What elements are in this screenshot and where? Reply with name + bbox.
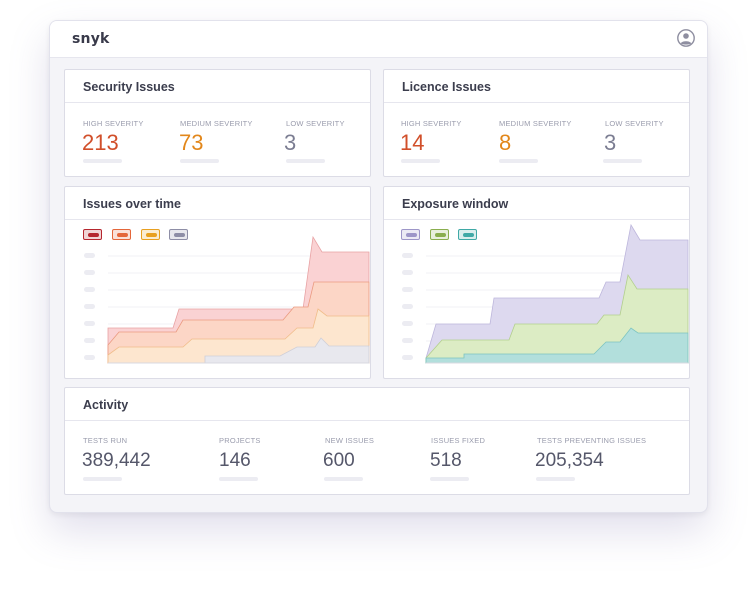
y-axis-tick xyxy=(84,287,95,292)
stat-placeholder-bar xyxy=(401,159,440,163)
high-severity-label: HIGH SEVERITY xyxy=(401,119,462,128)
user-circle-icon[interactable] xyxy=(677,29,695,47)
projects-value[interactable]: 146 xyxy=(219,450,251,471)
stat-placeholder-bar xyxy=(430,477,469,481)
legend-chip[interactable] xyxy=(430,229,449,240)
snyk-logo[interactable]: snyk xyxy=(72,31,110,47)
y-axis-tick xyxy=(84,321,95,326)
y-axis-tick xyxy=(402,287,413,292)
low-severity-value[interactable]: 3 xyxy=(284,130,297,155)
card-header: Activity xyxy=(65,388,689,421)
stat-placeholder-bar xyxy=(180,159,219,163)
legend-chip[interactable] xyxy=(401,229,420,240)
tests-run-label: TESTS RUN xyxy=(83,436,128,445)
medium-severity-value[interactable]: 8 xyxy=(499,130,512,155)
y-axis-tick xyxy=(402,304,413,309)
issues-fixed-label: ISSUES FIXED xyxy=(431,436,486,445)
legend-chip[interactable] xyxy=(83,229,102,240)
legend-chip[interactable] xyxy=(112,229,131,240)
card-header: Licence Issues xyxy=(384,70,689,103)
high-severity-label: HIGH SEVERITY xyxy=(83,119,144,128)
card-title: Exposure window xyxy=(402,197,509,211)
security-issues-card: Security Issues HIGH SEVERITY 213 MEDIUM… xyxy=(64,69,371,177)
card-title: Issues over time xyxy=(83,197,181,211)
stat-placeholder-bar xyxy=(83,159,122,163)
tests-preventing-issues-value[interactable]: 205,354 xyxy=(535,450,604,471)
activity-card: Activity TESTS RUN 389,442 PROJECTS 146 … xyxy=(64,387,690,495)
issues-over-time-card: Issues over time xyxy=(64,186,371,379)
issues-area-chart xyxy=(107,235,370,364)
stat-placeholder-bar xyxy=(499,159,538,163)
area-low xyxy=(425,327,689,364)
y-axis-tick xyxy=(84,253,95,258)
medium-severity-label: MEDIUM SEVERITY xyxy=(499,119,572,128)
low-severity-label: LOW SEVERITY xyxy=(605,119,664,128)
dashboard-window: snyk Security Issues HIGH SEVERITY 213 M… xyxy=(49,20,708,513)
y-axis-tick xyxy=(402,355,413,360)
y-axis-tick xyxy=(84,270,95,275)
low-severity-value[interactable]: 3 xyxy=(604,130,617,155)
legend-chip[interactable] xyxy=(458,229,477,240)
y-axis-tick xyxy=(402,338,413,343)
card-title: Licence Issues xyxy=(402,80,491,94)
issues-fixed-value[interactable]: 518 xyxy=(430,450,462,471)
stat-placeholder-bar xyxy=(603,159,642,163)
stat-placeholder-bar xyxy=(286,159,325,163)
new-issues-value[interactable]: 600 xyxy=(323,450,355,471)
y-axis-tick xyxy=(402,321,413,326)
y-axis-tick xyxy=(402,253,413,258)
stat-placeholder-bar xyxy=(536,477,575,481)
medium-severity-label: MEDIUM SEVERITY xyxy=(180,119,253,128)
y-axis-tick xyxy=(84,355,95,360)
card-header: Issues over time xyxy=(65,187,370,220)
new-issues-label: NEW ISSUES xyxy=(325,436,375,445)
medium-severity-value[interactable]: 73 xyxy=(179,130,204,155)
licence-issues-card: Licence Issues HIGH SEVERITY 14 MEDIUM S… xyxy=(383,69,690,177)
card-title: Security Issues xyxy=(83,80,175,94)
tests-preventing-issues-label: TESTS PREVENTING ISSUES xyxy=(537,436,647,445)
legend-chip[interactable] xyxy=(169,229,188,240)
area-other xyxy=(108,337,370,364)
exposure-area-chart xyxy=(425,223,689,364)
card-title: Activity xyxy=(83,398,129,412)
legend-chip[interactable] xyxy=(141,229,160,240)
stat-placeholder-bar xyxy=(83,477,122,481)
high-severity-value[interactable]: 14 xyxy=(400,130,425,155)
stat-placeholder-bar xyxy=(219,477,258,481)
exposure-window-card: Exposure window xyxy=(383,186,690,379)
stat-placeholder-bar xyxy=(324,477,363,481)
top-bar: snyk xyxy=(50,21,707,58)
high-severity-value[interactable]: 213 xyxy=(82,130,119,155)
card-header: Exposure window xyxy=(384,187,689,220)
low-severity-label: LOW SEVERITY xyxy=(286,119,345,128)
y-axis-tick xyxy=(402,270,413,275)
tests-run-value[interactable]: 389,442 xyxy=(82,450,151,471)
projects-label: PROJECTS xyxy=(219,436,261,445)
y-axis-tick xyxy=(84,338,95,343)
y-axis-tick xyxy=(84,304,95,309)
card-header: Security Issues xyxy=(65,70,370,103)
